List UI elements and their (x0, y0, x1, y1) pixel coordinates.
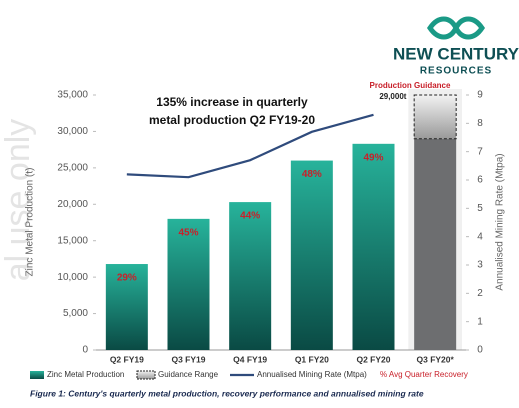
y-tick-label: 15,000 (57, 235, 88, 246)
y-tick-label: 25,000 (57, 162, 88, 173)
x-tick-label: Q3 FY20* (417, 354, 455, 364)
y-tick-label: 20,000 (57, 199, 88, 210)
y2-tick-label: 9 (477, 90, 483, 101)
legend-swatch (136, 370, 156, 380)
y-tick-label: 35,000 (57, 90, 88, 101)
y2-axis-title: Annualised Mining Rate (Mtpa) (495, 153, 506, 290)
guidance-note: Production Guidance (370, 81, 451, 90)
y2-tick-label: 6 (477, 175, 483, 186)
mining-rate-line (126, 113, 374, 179)
y2-tick-label: 8 (477, 118, 483, 129)
logo-icon (426, 16, 486, 40)
y-axis-title: Zinc Metal Production (t) (25, 168, 36, 277)
y-tick-label: 10,000 (57, 272, 88, 283)
recovery-label: 49% (363, 152, 383, 163)
annotation: metal production Q2 FY19-20 (149, 113, 315, 127)
recovery-label: 45% (178, 227, 198, 238)
y2-tick-label: 7 (477, 146, 483, 157)
bar (105, 264, 148, 350)
y2-tick-label: 1 (477, 316, 483, 327)
legend-swatch (30, 371, 44, 379)
y2-tick-label: 2 (477, 288, 483, 299)
y-tick-label: 0 (82, 345, 88, 356)
x-tick-label: Q1 FY20 (295, 354, 329, 364)
x-tick-label: Q4 FY19 (233, 354, 267, 364)
guidance-base (414, 138, 457, 350)
caption: Figure 1: Century's quarterly metal prod… (30, 388, 424, 398)
guidance-range (413, 94, 457, 140)
bar (352, 143, 395, 350)
legend-label: % Avg Quarter Recovery (380, 370, 468, 379)
logo-subtitle: RESOURCES (420, 66, 492, 77)
watermark: al use only (0, 119, 37, 282)
y-tick-label: 5,000 (63, 308, 88, 319)
legend-label: Annualised Mining Rate (Mtpa) (257, 370, 367, 379)
bar (229, 202, 272, 350)
logo-name: NEW CENTURY (393, 44, 519, 63)
x-tick-label: Q2 FY20 (356, 354, 390, 364)
bar (290, 160, 333, 350)
x-tick-label: Q3 FY19 (171, 354, 205, 364)
y2-tick-label: 4 (477, 231, 483, 242)
legend-label: Zinc Metal Production (47, 370, 124, 379)
y2-tick-label: 3 (477, 260, 483, 271)
legend-label: Guidance Range (158, 370, 219, 379)
y2-tick-label: 0 (477, 345, 483, 356)
recovery-label: 29% (117, 273, 137, 284)
recovery-label: 48% (302, 169, 322, 180)
recovery-label: 44% (240, 211, 260, 222)
y2-tick-label: 5 (477, 203, 483, 214)
y-tick-label: 30,000 (57, 126, 88, 137)
annotation: 135% increase in quarterly (156, 95, 308, 109)
bar (167, 218, 210, 350)
x-tick-label: Q2 FY19 (110, 354, 144, 364)
